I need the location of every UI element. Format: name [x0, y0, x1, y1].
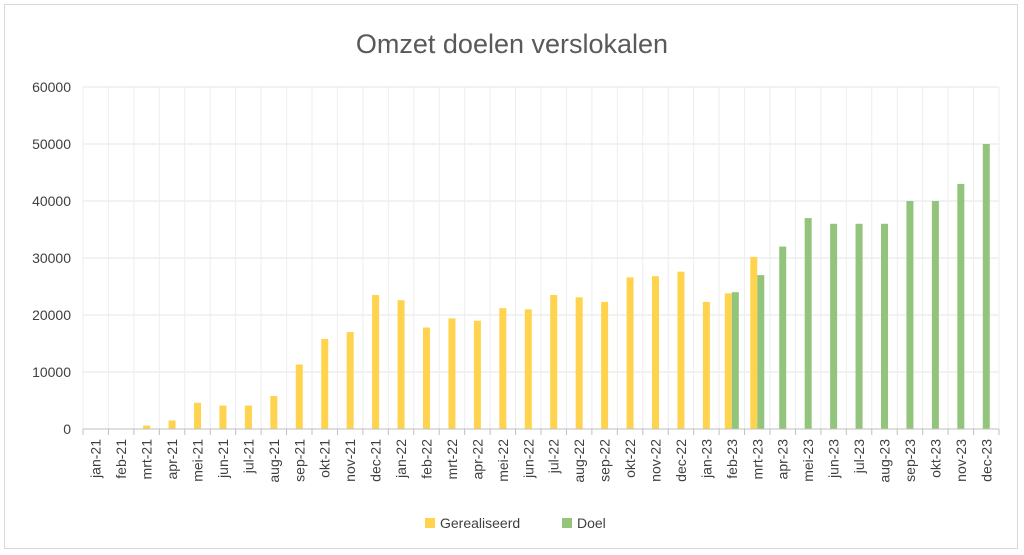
- x-tick-label: okt-22: [622, 439, 638, 478]
- bar-gerealiseerd-sep-22: [601, 301, 609, 429]
- bar-doel-feb-23: [731, 292, 739, 429]
- x-tick-label: jun-22: [520, 439, 536, 479]
- bar-gerealiseerd-mrt-21: [143, 425, 151, 429]
- y-tick-label: 20000: [32, 307, 71, 323]
- bar-gerealiseerd-okt-22: [626, 277, 634, 429]
- bar-gerealiseerd-jun-22: [524, 309, 532, 429]
- axis-layer: 0 10000 20000 30000 40000 50000 60000 jan-21 feb…: [32, 79, 1000, 483]
- x-tick-label: nov-22: [648, 439, 664, 482]
- x-tick-label: mei-22: [495, 439, 511, 482]
- bar-gerealiseerd-mrt-23: [750, 256, 758, 429]
- legend-label-gerealiseerd: Gerealiseerd: [440, 515, 520, 531]
- x-tick-label: apr-23: [775, 439, 791, 480]
- bar-gerealiseerd-mrt-22: [448, 318, 456, 429]
- bar-doel-mei-23: [804, 218, 812, 429]
- x-tick-label: aug-22: [571, 439, 587, 483]
- bar-doel-jul-23: [855, 223, 863, 429]
- x-tick-label: nov-21: [342, 439, 358, 482]
- bar-gerealiseerd-nov-22: [652, 276, 659, 429]
- bar-gerealiseerd-mei-21: [194, 402, 201, 429]
- bar-layer: [143, 144, 990, 429]
- y-tick-label: 60000: [32, 79, 71, 95]
- bar-doel-jun-23: [830, 223, 838, 429]
- bar-gerealiseerd-aug-21: [270, 395, 278, 429]
- x-tick-label: mrt-21: [139, 439, 155, 480]
- y-tick-label: 40000: [32, 193, 71, 209]
- chart-frame: Omzet doelen verslokalen 0 10000 20000 3000…: [4, 4, 1018, 549]
- bar-gerealiseerd-mei-22: [499, 308, 507, 429]
- bar-gerealiseerd-jul-22: [550, 295, 558, 429]
- legend: Gerealiseerd Doel: [425, 515, 606, 531]
- x-tick-label: feb-23: [724, 439, 740, 479]
- y-tick-label: 50000: [32, 136, 71, 152]
- bar-gerealiseerd-okt-21: [321, 338, 329, 429]
- x-tick-label: jan-22: [393, 439, 409, 479]
- bar-gerealiseerd-dec-22: [677, 271, 685, 429]
- x-tick-label: sep-21: [291, 439, 307, 482]
- bar-gerealiseerd-feb-22: [423, 327, 430, 429]
- bar-doel-mrt-23: [757, 275, 765, 429]
- bar-doel-apr-23: [779, 246, 787, 429]
- x-tick-label: okt-23: [927, 439, 943, 478]
- x-tick-label: apr-22: [469, 439, 485, 480]
- bar-gerealiseerd-apr-21: [168, 420, 176, 429]
- bar-doel-okt-23: [931, 201, 939, 429]
- x-tick-label: dec-22: [673, 439, 689, 482]
- bar-gerealiseerd-sep-21: [295, 364, 303, 429]
- x-tick-label: feb-22: [419, 439, 435, 479]
- bar-gerealiseerd-jul-21: [244, 405, 252, 429]
- x-tick-label: dec-21: [368, 439, 384, 482]
- bar-doel-dec-23: [982, 144, 990, 429]
- x-tick-label: mrt-23: [749, 439, 765, 480]
- y-tick-label: 30000: [32, 250, 71, 266]
- bar-doel-nov-23: [957, 183, 965, 429]
- x-tick-label: aug-21: [266, 439, 282, 483]
- grid-layer: [82, 86, 1000, 429]
- x-tick-label: nov-23: [953, 439, 969, 482]
- bar-doel-aug-23: [881, 223, 888, 429]
- x-tick-label: sep-23: [902, 439, 918, 482]
- x-tick-label: jul-22: [546, 439, 562, 474]
- x-tick-label: jun-23: [826, 439, 842, 479]
- x-tick-label: jan-23: [698, 439, 714, 479]
- x-tick-label: jan-21: [88, 439, 104, 479]
- x-tick-label: feb-21: [113, 439, 129, 479]
- bar-doel-sep-23: [906, 201, 914, 429]
- bar-gerealiseerd-nov-21: [346, 332, 354, 429]
- bar-gerealiseerd-apr-22: [473, 320, 481, 429]
- x-tick-label: mei-21: [190, 439, 206, 482]
- x-tick-label: dec-23: [978, 439, 994, 482]
- x-tick-label: aug-23: [877, 439, 893, 483]
- legend-swatch-gerealiseerd: [425, 518, 435, 528]
- x-tick-label: jun-21: [215, 439, 231, 479]
- x-tick-label: jul-23: [851, 439, 867, 474]
- legend-label-doel: Doel: [577, 515, 606, 531]
- y-tick-label: 0: [63, 421, 71, 437]
- bar-gerealiseerd-feb-23: [724, 293, 732, 429]
- x-tick-label: mrt-22: [444, 439, 460, 480]
- x-tick-label: sep-22: [597, 439, 613, 482]
- bar-gerealiseerd-aug-22: [575, 297, 583, 429]
- bar-gerealiseerd-jan-23: [702, 301, 710, 429]
- y-tick-label: 10000: [32, 364, 71, 380]
- bar-gerealiseerd-jan-22: [397, 300, 405, 429]
- bar-gerealiseerd-dec-21: [372, 295, 380, 429]
- chart-title: Omzet doelen verslokalen: [356, 29, 668, 59]
- x-tick-label: mei-23: [800, 439, 816, 482]
- legend-swatch-doel: [562, 518, 572, 528]
- x-tick-label: jul-21: [240, 439, 256, 474]
- x-tick-label: okt-21: [317, 439, 333, 478]
- bar-gerealiseerd-jun-21: [219, 405, 227, 429]
- chart-svg: Omzet doelen verslokalen 0 10000 20000 3000…: [32, 29, 1000, 531]
- x-tick-label: apr-21: [164, 439, 180, 480]
